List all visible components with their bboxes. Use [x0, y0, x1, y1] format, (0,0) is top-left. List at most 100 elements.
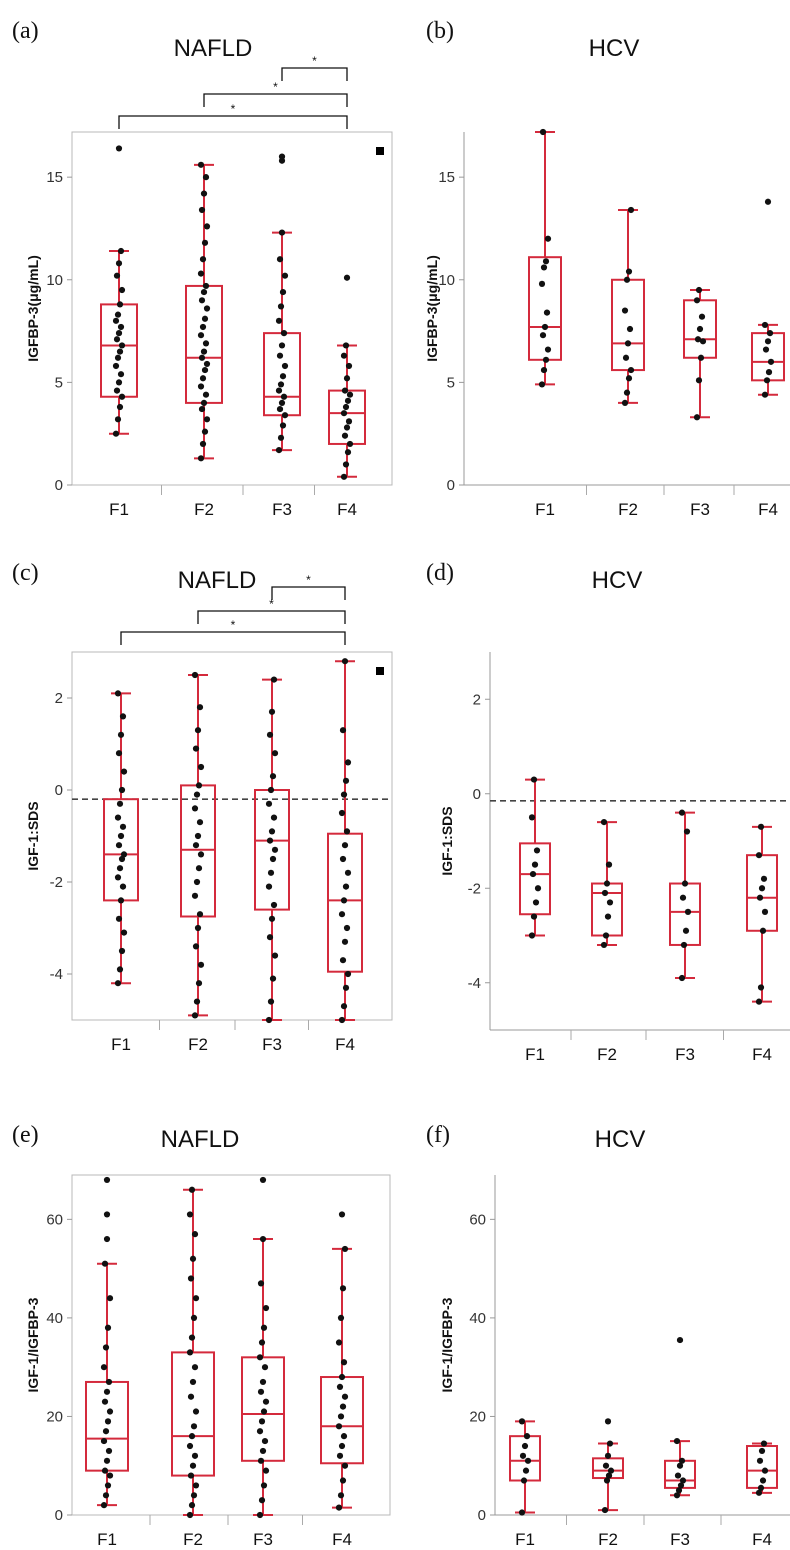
- panel-4-data-point: [681, 880, 689, 887]
- panel-4-title: HCV: [592, 567, 643, 594]
- panel-3-data-point: [114, 874, 122, 881]
- panel-3-data-point: [266, 731, 274, 738]
- panel-1-data-point: [281, 272, 289, 279]
- panel-1-data-point: [276, 405, 284, 413]
- panel-5-data-point: [187, 1472, 195, 1479]
- panel-4-data-point: [678, 974, 686, 982]
- panel-4-data-point: [531, 861, 539, 868]
- panel-6-data-point: [761, 1467, 769, 1474]
- panel-3-significance-bracket: [271, 586, 346, 600]
- panel-1-data-point: [199, 256, 207, 263]
- panel-5-y-tick-label: 0: [55, 1507, 63, 1524]
- panel-6-data-point: [524, 1457, 532, 1464]
- panel-4-x-category-label: F4: [752, 1045, 772, 1064]
- panel-1-data-point: [343, 424, 351, 431]
- panel-1-data-point: [112, 317, 120, 324]
- panel-1-data-point: [117, 323, 125, 331]
- panel-5-data-point: [106, 1472, 114, 1479]
- panel-5-y-tick-label: 60: [46, 1211, 63, 1228]
- panel-1-data-point: [197, 383, 205, 390]
- panel-4-x-category-label: F3: [675, 1045, 695, 1064]
- panel-1-data-point: [115, 330, 123, 337]
- panel-5-data-point: [103, 1176, 111, 1184]
- panel-3-data-point: [116, 800, 124, 807]
- panel-3-y-tick-label: -4: [50, 966, 63, 983]
- panel-1-data-point: [340, 473, 348, 480]
- panel-2-data-point: [627, 206, 635, 214]
- panel-3-data-point: [119, 713, 127, 720]
- panel-1-data-point: [200, 348, 208, 355]
- panel-4-data-point: [530, 913, 538, 920]
- panel-6-data-point: [520, 1477, 528, 1484]
- panel-1-data-point: [112, 430, 120, 437]
- panel-3-data-point: [114, 690, 122, 697]
- panel-5-data-point: [105, 1447, 113, 1455]
- panel-1-data-point: [202, 174, 210, 181]
- panel-5-data-point: [102, 1492, 110, 1499]
- panel-2-data-point: [695, 377, 703, 384]
- panel-5-data-point: [101, 1398, 109, 1405]
- panel-3-significance-label: *: [306, 573, 311, 587]
- panel-4-y-tick-label: 2: [473, 691, 481, 708]
- panel-1-data-point: [197, 270, 205, 277]
- panel-6-data-point: [758, 1447, 766, 1455]
- panel-1-data-point: [203, 416, 211, 423]
- panel-6-data-point: [673, 1437, 681, 1445]
- panel-4-x-category-label: F1: [525, 1045, 545, 1064]
- panel-5-data-point: [103, 1235, 111, 1243]
- panel-5-data-point: [104, 1324, 112, 1331]
- panel-2-x-category-label: F4: [758, 500, 778, 519]
- panel-6-data-point: [607, 1467, 615, 1474]
- panel-5-data-point: [186, 1349, 194, 1356]
- panel-6-data-point: [679, 1477, 687, 1484]
- panel-3-y-tick-label: 2: [55, 690, 63, 707]
- panel-1-data-point: [117, 371, 125, 378]
- panel-3-label: (c): [12, 560, 39, 586]
- panel-1-data-point: [198, 297, 206, 304]
- panel-3-data-point: [193, 878, 201, 886]
- panel-1-data-point: [197, 161, 205, 168]
- panel-2-data-point: [538, 381, 546, 388]
- panel-1-data-point: [275, 447, 283, 454]
- panel-4-data-point: [532, 899, 540, 906]
- panel-3-data-point: [117, 897, 125, 904]
- panel-5-data-point: [338, 1211, 346, 1218]
- panel-4-data-point: [600, 941, 608, 949]
- panel-5-data-point: [188, 1334, 196, 1341]
- panel-1-significance-label: *: [273, 80, 278, 94]
- panel-2-data-point: [627, 366, 635, 374]
- panel-3-data-point: [340, 897, 348, 904]
- panel-2-label: (b): [426, 18, 454, 44]
- panel-1-data-point: [277, 434, 285, 441]
- panel-3-data-point: [119, 883, 127, 890]
- panel-3-data-point: [192, 842, 200, 849]
- panel-3-data-point: [341, 842, 349, 849]
- panel-3-data-point: [119, 823, 127, 830]
- panel-3-data-point: [196, 819, 204, 826]
- panel-3-data-point: [191, 805, 199, 812]
- panel-4-data-point: [757, 984, 765, 991]
- panel-3-data-point: [191, 1012, 199, 1019]
- panel-5-data-point: [257, 1280, 265, 1287]
- panel-3-data-point: [266, 837, 274, 844]
- panel-5-data-point: [260, 1324, 268, 1331]
- panel-1-data-point: [118, 393, 126, 400]
- panel-1-x-category-label: F3: [272, 500, 292, 519]
- panel-5-data-point: [261, 1437, 269, 1445]
- panel-1-data-point: [118, 286, 126, 294]
- panel-5-data-point: [337, 1492, 345, 1499]
- panel-3-data-point: [269, 975, 277, 982]
- panel-2-data-point: [543, 309, 551, 316]
- panel-3-significance-bracket: [197, 610, 346, 624]
- panel-1-y-tick-label: 5: [55, 374, 63, 391]
- panel-4-data-point: [755, 852, 763, 859]
- panel-3-data-point: [338, 911, 346, 918]
- panel-3-data-point: [195, 980, 203, 987]
- panel-6-data-point: [603, 1477, 611, 1484]
- panel-2-data-point: [761, 321, 769, 329]
- panel-3-data-point: [192, 745, 200, 752]
- panel-1-data-point: [199, 440, 207, 448]
- panel-5-data-point: [256, 1354, 264, 1361]
- panel-3-data-point: [268, 708, 276, 715]
- panel-6-data-point: [676, 1462, 684, 1469]
